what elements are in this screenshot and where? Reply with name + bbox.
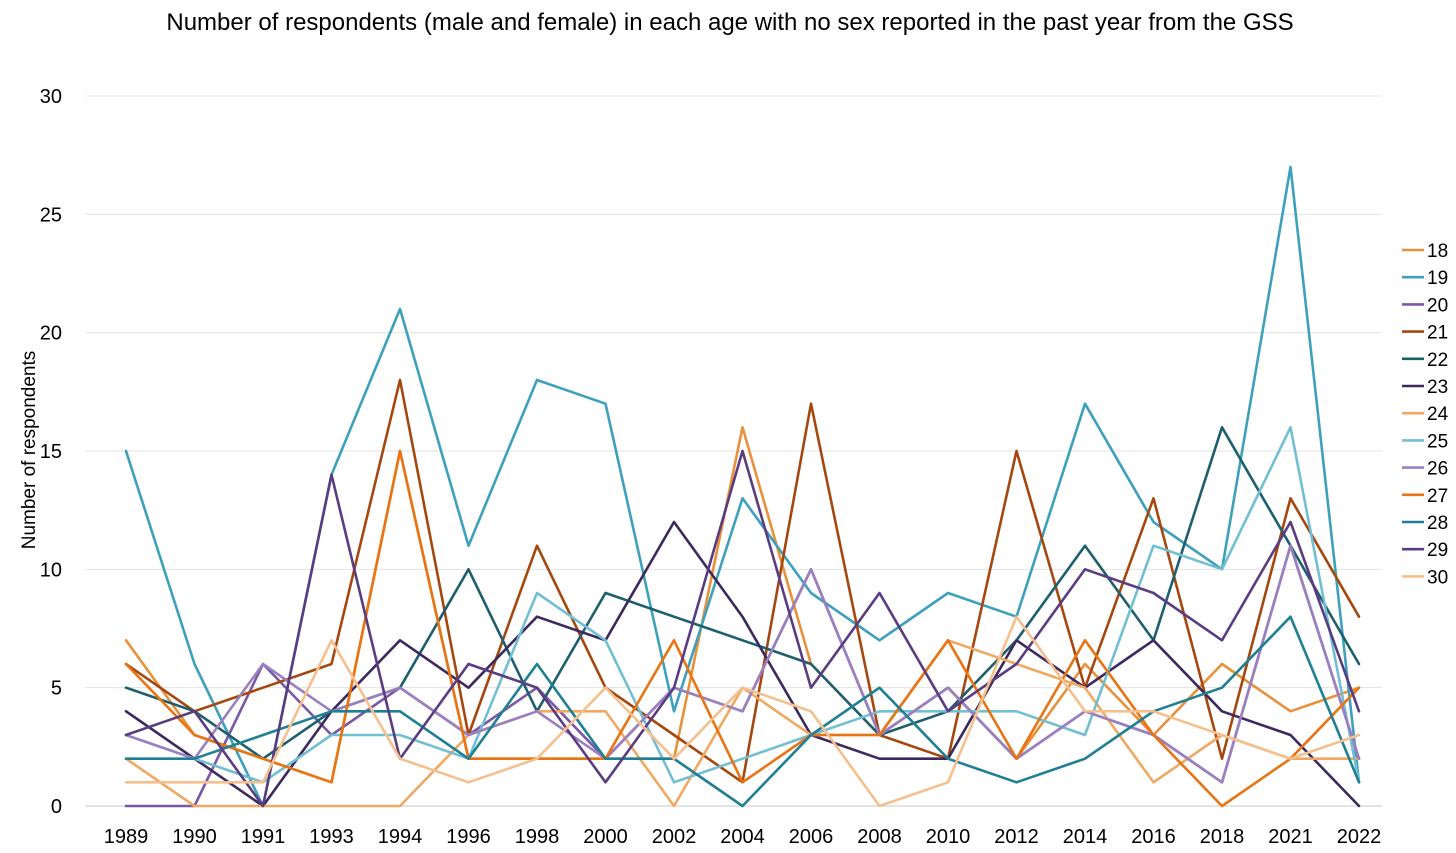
legend-label: 29: [1427, 540, 1448, 561]
series-line-23: [124, 520, 1361, 808]
series-line-25: [124, 425, 1361, 784]
legend-item-21: 21: [1402, 323, 1448, 344]
legend-item-18: 18: [1402, 241, 1448, 262]
axes: 0 5 10 15 20 25 30 1989 1990 1991 1993 1994 1996 1998…: [40, 86, 1382, 848]
x-tick-label: 2010: [926, 826, 971, 848]
y-tick-label: 5: [51, 678, 62, 700]
x-tick-label: 2008: [857, 826, 902, 848]
x-tick-label: 1991: [241, 826, 286, 848]
y-tick-label: 20: [40, 323, 62, 345]
x-tick-label: 1994: [378, 826, 423, 848]
x-tick-label: 2012: [994, 826, 1039, 848]
x-tick-label: 2006: [789, 826, 834, 848]
y-tick-label: 0: [51, 796, 62, 818]
legend-label: 19: [1427, 268, 1448, 289]
legend-item-25: 25: [1402, 431, 1448, 452]
legend-item-22: 22: [1402, 350, 1448, 371]
series-line-21: [124, 378, 1361, 784]
legend-item-29: 29: [1402, 540, 1448, 561]
y-tick-label: 15: [40, 441, 62, 463]
x-tick-label: 1993: [309, 826, 354, 848]
y-tick-label: 25: [40, 204, 62, 226]
x-tick-label: 1990: [172, 826, 217, 848]
chart-title: Number of respondents (male and female) …: [166, 9, 1294, 36]
x-tick-label: 2016: [1131, 826, 1176, 848]
legend-label: 30: [1427, 567, 1448, 588]
legend-label: 22: [1427, 350, 1448, 371]
series-lines: [124, 165, 1361, 808]
legend-item-30: 30: [1402, 567, 1448, 588]
x-tick-label: 1996: [446, 826, 491, 848]
legend-label: 28: [1427, 513, 1448, 534]
series-line-18: [124, 425, 1361, 784]
legend-label: 21: [1427, 323, 1448, 344]
legend-label: 18: [1427, 241, 1448, 262]
y-tick-label: 10: [40, 559, 62, 581]
legend: 18 19 20 21 22 23 24 25 26 27 28 29 30: [1402, 241, 1449, 588]
legend-label: 27: [1427, 486, 1448, 507]
y-tick-label: 30: [40, 86, 62, 108]
legend-label: 20: [1427, 295, 1448, 316]
x-tick-label: 2022: [1337, 826, 1382, 848]
x-tick-label: 2000: [583, 826, 628, 848]
legend-label: 25: [1427, 431, 1448, 452]
legend-item-19: 19: [1402, 268, 1448, 289]
legend-item-23: 23: [1402, 377, 1448, 398]
legend-item-24: 24: [1402, 404, 1449, 425]
series-line-27: [124, 449, 1361, 808]
legend-label: 23: [1427, 377, 1448, 398]
legend-item-20: 20: [1402, 295, 1448, 316]
x-tick-label: 2018: [1200, 826, 1245, 848]
series-line-30: [124, 615, 1361, 808]
legend-label: 24: [1427, 404, 1449, 425]
legend-item-26: 26: [1402, 459, 1448, 480]
legend-item-28: 28: [1402, 513, 1448, 534]
x-tick-label: 2004: [720, 826, 765, 848]
legend-item-27: 27: [1402, 486, 1448, 507]
legend-label: 26: [1427, 459, 1448, 480]
x-tick-label: 2014: [1063, 826, 1108, 848]
x-tick-label: 2021: [1268, 826, 1313, 848]
x-tick-label: 1998: [515, 826, 560, 848]
x-tick-label: 2002: [652, 826, 697, 848]
series-line-29: [124, 449, 1361, 808]
x-tick-label: 1989: [104, 826, 149, 848]
